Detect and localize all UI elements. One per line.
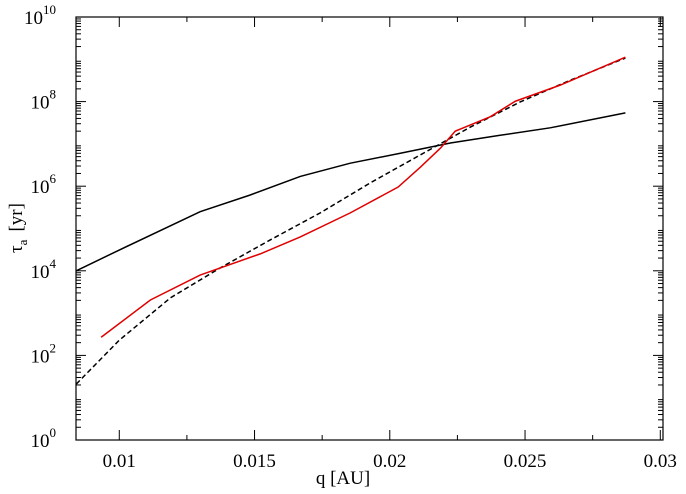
y-tick-label: 102 — [31, 340, 57, 367]
x-tick-label: 0.01 — [103, 451, 136, 472]
y-tick-base: 10 — [31, 262, 50, 283]
data-line — [100, 56, 626, 338]
y-tick-label: 108 — [31, 87, 57, 114]
y-tick-exponent: 8 — [50, 87, 57, 102]
y-tick-base: 10 — [31, 431, 50, 452]
y-tick-base: 10 — [31, 346, 50, 367]
y-tick-base: 10 — [31, 93, 50, 114]
plot-frame — [75, 16, 664, 441]
x-tick-label: 0.02 — [373, 451, 406, 472]
x-axis-label: q [AU] — [316, 468, 370, 489]
y-axis-subscript: a — [15, 239, 30, 245]
y-tick-base: 10 — [31, 177, 50, 198]
y-tick-base: 10 — [24, 8, 43, 29]
y-tick-label: 100 — [31, 425, 57, 452]
data-line — [75, 57, 626, 385]
y-tick-label: 106 — [31, 171, 57, 198]
x-tick-label: 0.025 — [504, 451, 547, 472]
y-tick-exponent: 2 — [50, 340, 57, 355]
y-tick-label: 1010 — [24, 2, 56, 29]
y-tick-label: 104 — [31, 256, 57, 283]
x-tick-label: 0.015 — [233, 451, 276, 472]
y-axis-label: τa [yr] — [6, 203, 30, 253]
x-tick-label: 0.03 — [644, 451, 677, 472]
y-tick-exponent: 4 — [50, 256, 57, 271]
y-tick-exponent: 6 — [50, 171, 57, 186]
y-tick-exponent: 0 — [50, 425, 57, 440]
data-line — [75, 112, 626, 272]
y-axis-unit: [yr] — [6, 203, 27, 231]
y-tick-exponent: 10 — [43, 2, 56, 17]
y-axis-symbol: τ — [6, 245, 27, 253]
